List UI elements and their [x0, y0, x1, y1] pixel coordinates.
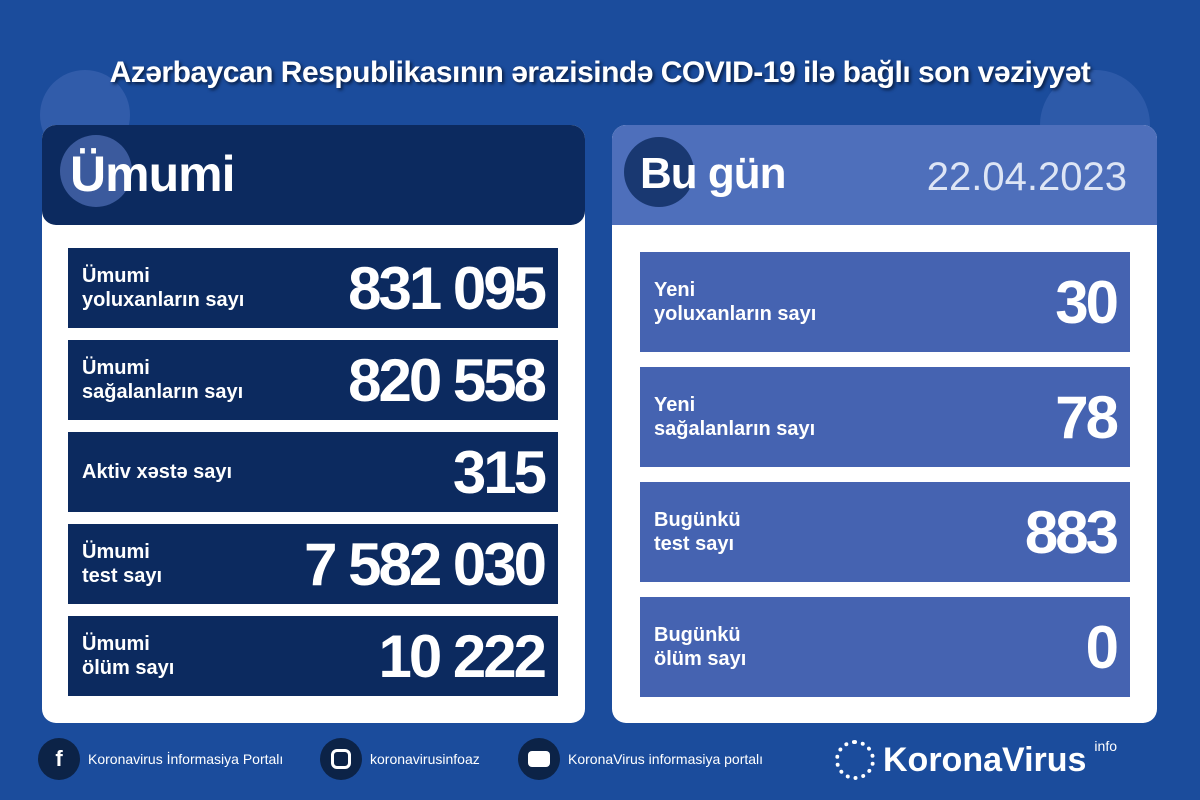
total-panel: Ümumi Ümumi yoluxanların sayı 831 095 Ümum…: [42, 125, 585, 723]
stat-value: 0: [1085, 613, 1119, 681]
virus-icon: [624, 137, 694, 207]
stat-label: sağalanların sayı: [82, 381, 244, 403]
facebook-icon: f: [38, 738, 80, 780]
stat-value: 883: [1024, 498, 1119, 566]
stat-label: Ümumi: [82, 265, 150, 287]
today-header: Bu gün 22.04.2023: [612, 125, 1157, 225]
logo-sup: info: [1094, 738, 1117, 754]
virus-icon: [60, 135, 132, 207]
facebook-link[interactable]: f Koronavirus İnformasiya Portalı: [38, 738, 283, 780]
stat-label: ölüm sayı: [654, 648, 747, 670]
stat-label: Ümumi: [82, 633, 150, 655]
date: 22.04.2023: [926, 155, 1127, 199]
stat-label: Ümumi: [82, 541, 150, 563]
instagram-link[interactable]: koronavirusinfoaz: [320, 738, 480, 780]
today-heading: Bu gün: [640, 149, 787, 198]
stat-value: 30: [1055, 268, 1119, 336]
stat-row: Yeni sağalanların sayı 78: [640, 367, 1130, 467]
stat-row: Ümumi test sayı 7 582 030: [68, 524, 558, 604]
stat-value: 820 558: [348, 346, 547, 414]
instagram-label: koronavirusinfoaz: [370, 751, 480, 767]
total-header: Ümumi: [42, 125, 585, 225]
stat-label: yoluxanların sayı: [82, 289, 245, 311]
stat-label: Yeni: [654, 394, 696, 416]
stat-label: Bugünkü: [654, 624, 741, 646]
footer: f Koronavirus İnformasiya Portalı koronav…: [0, 738, 1200, 788]
koronavirus-logo: KoronaVirus info: [835, 738, 1117, 780]
stat-value: 7 582 030: [304, 530, 547, 598]
stat-row: Bugünkü test sayı 883: [640, 482, 1130, 582]
stat-label: Ümumi: [82, 357, 150, 379]
stat-row: Ümumi ölüm sayı 10 222: [68, 616, 558, 696]
stat-label: Yeni: [654, 279, 696, 301]
stat-value: 831 095: [348, 254, 547, 322]
youtube-link[interactable]: KoronaVirus informasiya portalı: [518, 738, 763, 780]
stat-row: Bugünkü ölüm sayı 0: [640, 597, 1130, 697]
stat-row: Aktiv xəstə sayı 315: [68, 432, 558, 512]
facebook-label: Koronavirus İnformasiya Portalı: [88, 751, 284, 767]
instagram-icon: [320, 738, 362, 780]
today-panel: Bu gün 22.04.2023 Yeni yoluxanların sayı 3…: [612, 125, 1157, 723]
total-heading: Ümumi: [70, 146, 235, 202]
stat-value: 10 222: [378, 622, 547, 690]
stat-label: yoluxanların sayı: [654, 303, 817, 325]
stat-row: Ümumi sağalanların sayı 820 558: [68, 340, 558, 420]
stat-value: 78: [1055, 383, 1119, 451]
page-title: Azərbaycan Respublikasının ərazisində CO…: [109, 56, 1091, 89]
stat-value: 315: [452, 438, 547, 506]
stat-label: Bugünkü: [654, 509, 741, 531]
youtube-icon: [518, 738, 560, 780]
stat-label: Aktiv xəstə sayı: [82, 461, 233, 483]
stat-label: ölüm sayı: [82, 657, 175, 679]
logo-text: KoronaVirus: [883, 740, 1087, 779]
stat-row: Ümumi yoluxanların sayı 831 095: [68, 248, 558, 328]
stat-label: sağalanların sayı: [654, 418, 816, 440]
sun-virus-icon: [835, 740, 875, 780]
stat-label: test sayı: [82, 565, 163, 587]
stat-label: test sayı: [654, 533, 735, 555]
stat-row: Yeni yoluxanların sayı 30: [640, 252, 1130, 352]
youtube-label: KoronaVirus informasiya portalı: [568, 751, 764, 767]
